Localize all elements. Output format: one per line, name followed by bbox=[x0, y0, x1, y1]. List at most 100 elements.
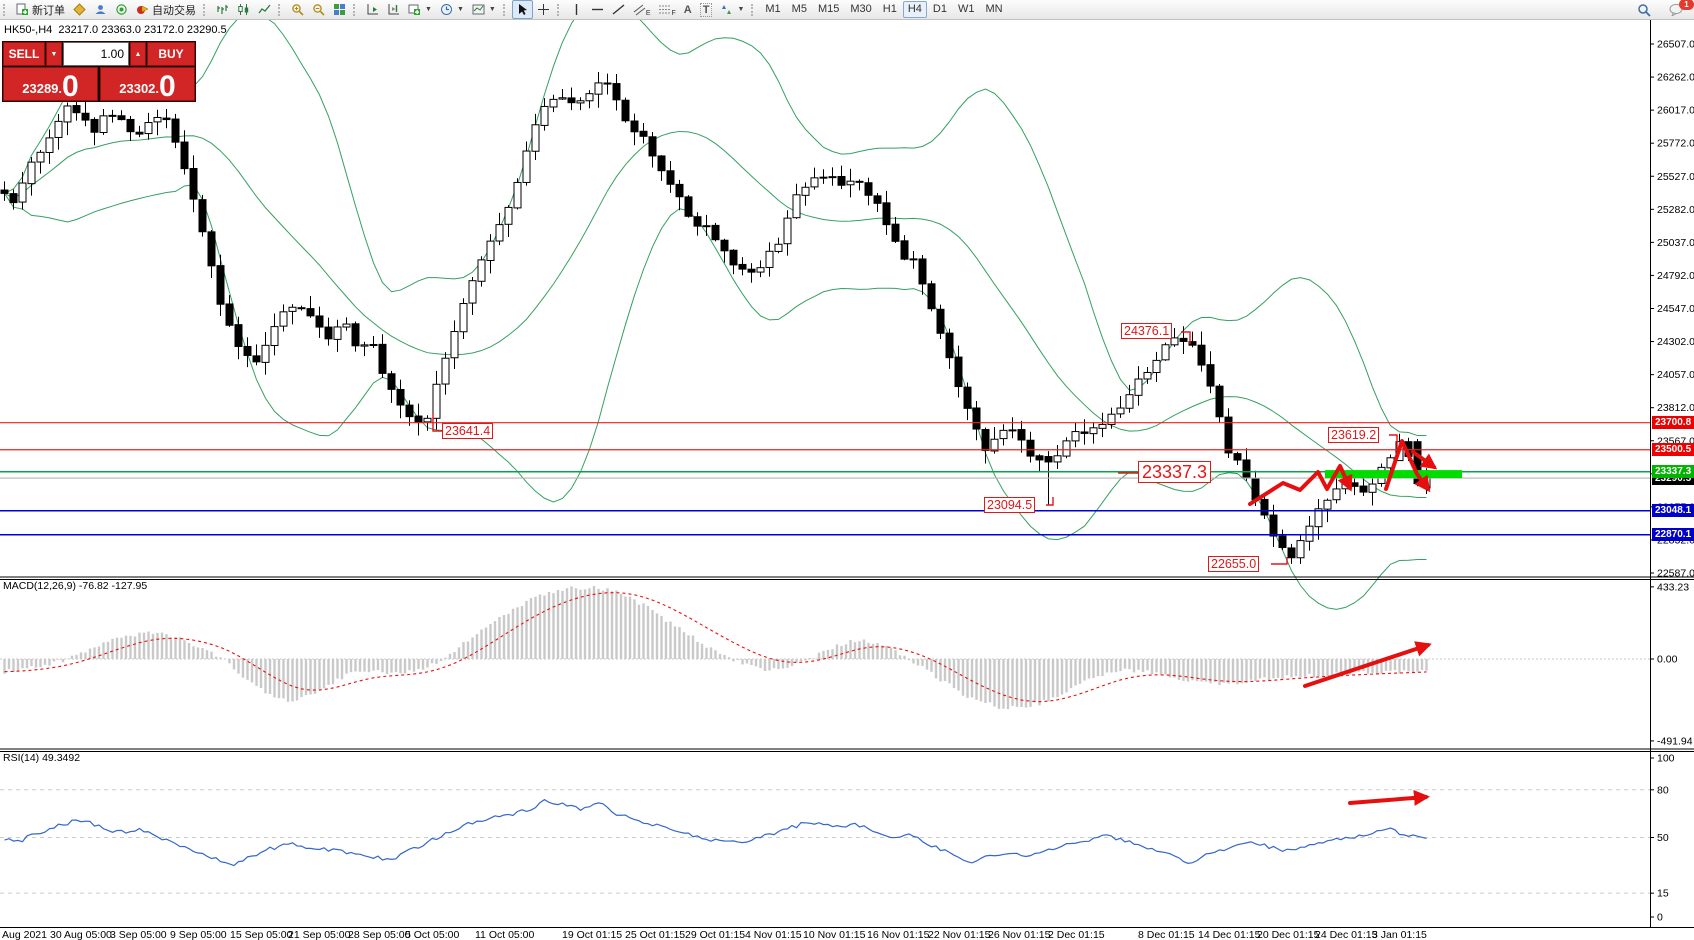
horizontal-line-button[interactable] bbox=[587, 0, 608, 19]
axis-price-badge: 23048.1 bbox=[1652, 504, 1694, 518]
community-button[interactable] bbox=[90, 0, 111, 19]
candle-body bbox=[36, 151, 45, 163]
shapes-button[interactable]: ▼ bbox=[716, 0, 748, 19]
volume-decrease-button[interactable]: ▼ bbox=[46, 42, 62, 66]
channel-button[interactable]: E bbox=[629, 0, 655, 19]
autotrade-button[interactable]: 自动交易 bbox=[132, 0, 200, 19]
price-annotation[interactable]: 24376.1 bbox=[1121, 323, 1173, 339]
axis-tick-label: 100 bbox=[1657, 753, 1675, 765]
price-annotation[interactable]: 23337.3 bbox=[1138, 461, 1212, 483]
candle-body bbox=[1242, 459, 1251, 479]
fibonacci-button[interactable]: F bbox=[654, 0, 679, 19]
channel-tag: E bbox=[645, 9, 651, 17]
bar-chart-button[interactable] bbox=[212, 0, 233, 19]
axis-tick-label: 433.23 bbox=[1657, 581, 1689, 593]
buy-button[interactable]: BUY bbox=[147, 42, 195, 66]
gold-seal-button[interactable] bbox=[69, 0, 90, 19]
candle-body bbox=[855, 180, 864, 183]
red-trend-arrow[interactable] bbox=[1248, 464, 1353, 506]
chat-button[interactable]: 1 bbox=[1665, 0, 1694, 19]
label-tool-label: T bbox=[699, 2, 713, 17]
vertical-line-icon bbox=[575, 4, 578, 15]
new-chart-button[interactable]: ▼ bbox=[404, 0, 436, 19]
time-axis-label: 26 Nov 01:15 bbox=[988, 929, 1051, 940]
time-axis-label: 19 Oct 01:15 bbox=[562, 929, 622, 940]
buy-price-display[interactable]: 23302. 0 bbox=[100, 67, 195, 102]
sell-price-display[interactable]: 23289. 0 bbox=[3, 67, 98, 102]
cursor-button[interactable] bbox=[511, 0, 533, 19]
candle-body bbox=[216, 265, 225, 305]
timeframe-m5[interactable]: M5 bbox=[791, 3, 807, 15]
line-chart-button[interactable] bbox=[254, 0, 275, 19]
label-tool-button[interactable]: T bbox=[696, 0, 717, 19]
candle-body bbox=[945, 332, 954, 359]
timeframe-m15[interactable]: M15 bbox=[817, 3, 840, 15]
candle-body bbox=[990, 438, 999, 452]
candle-body bbox=[1332, 488, 1341, 501]
candlestick-button[interactable] bbox=[233, 0, 254, 19]
tile-windows-button[interactable] bbox=[329, 0, 350, 19]
candle-body bbox=[918, 258, 927, 285]
timeframe-h4[interactable]: H4 bbox=[902, 1, 927, 18]
trendline-button[interactable] bbox=[608, 0, 629, 19]
red-trend-arrow[interactable] bbox=[1348, 789, 1430, 806]
candle-body bbox=[684, 196, 693, 217]
price-annotation[interactable]: 22655.0 bbox=[1208, 556, 1260, 572]
price-annotation[interactable]: 23094.5 bbox=[984, 497, 1036, 513]
zoom-in-button[interactable] bbox=[287, 0, 308, 19]
bar-chart-icon bbox=[217, 5, 228, 14]
candle-body bbox=[306, 308, 315, 317]
zoom-out-button[interactable] bbox=[308, 0, 329, 19]
rsi-label: RSI(14) 49.3492 bbox=[3, 752, 81, 764]
red-trend-arrow[interactable] bbox=[1303, 641, 1432, 688]
signal-button[interactable] bbox=[111, 0, 132, 19]
candle-body bbox=[702, 225, 711, 228]
time-axis-label: 11 Oct 05:00 bbox=[475, 929, 535, 940]
candle-body bbox=[90, 118, 99, 133]
candle-body bbox=[315, 315, 324, 328]
timeframe-d1[interactable]: D1 bbox=[932, 3, 947, 15]
fibonacci-tag: F bbox=[671, 9, 676, 17]
red-trend-arrow[interactable] bbox=[1411, 450, 1438, 470]
chart-shift-button[interactable] bbox=[383, 0, 404, 19]
candle-body bbox=[360, 344, 369, 347]
candle-body bbox=[1035, 455, 1044, 461]
candle-body bbox=[1215, 385, 1224, 418]
candle-body bbox=[1053, 455, 1062, 463]
new-order-button[interactable]: 新订单 bbox=[12, 0, 69, 19]
timeframe-m30[interactable]: M30 bbox=[850, 3, 872, 15]
crosshair-button[interactable] bbox=[533, 0, 554, 19]
price-annotation[interactable]: 23619.2 bbox=[1328, 427, 1380, 443]
text-tool-button[interactable]: A bbox=[680, 0, 696, 19]
template-button[interactable]: ▼ bbox=[468, 0, 500, 19]
vertical-line-button[interactable] bbox=[566, 0, 587, 19]
candle-body bbox=[243, 345, 252, 356]
timeframe-m1[interactable]: M1 bbox=[765, 3, 781, 15]
period-button[interactable]: ▼ bbox=[436, 0, 468, 19]
search-icon bbox=[1638, 3, 1651, 17]
green-zone-bar[interactable] bbox=[1325, 470, 1462, 479]
candle-body bbox=[405, 404, 414, 418]
volume-increase-button[interactable]: ▲ bbox=[130, 42, 146, 66]
gold-seal-icon bbox=[73, 3, 86, 16]
search-button[interactable] bbox=[1633, 0, 1655, 19]
chart-forward-button[interactable] bbox=[362, 0, 383, 19]
candle-body bbox=[936, 308, 945, 334]
time-axis-label: Aug 2021 bbox=[2, 929, 47, 940]
candle-body bbox=[1116, 407, 1125, 415]
sell-button[interactable]: SELL bbox=[3, 42, 45, 66]
volume-input[interactable] bbox=[63, 42, 129, 66]
axis-tick-label: 0 bbox=[1657, 912, 1663, 924]
chevron-down-icon: ▼ bbox=[737, 6, 745, 13]
candle-body bbox=[810, 177, 819, 188]
red-trend-arrow[interactable] bbox=[1384, 439, 1431, 493]
timeframe-mn[interactable]: MN bbox=[985, 3, 1003, 15]
price-annotation[interactable]: 23641.4 bbox=[442, 423, 494, 439]
candle-body bbox=[45, 137, 54, 153]
candle-body bbox=[225, 303, 234, 326]
candle-body bbox=[324, 326, 333, 340]
axis-tick-label: -491.94 bbox=[1657, 735, 1693, 747]
timeframe-h1[interactable]: H1 bbox=[882, 3, 897, 15]
timeframe-w1[interactable]: W1 bbox=[957, 3, 975, 15]
